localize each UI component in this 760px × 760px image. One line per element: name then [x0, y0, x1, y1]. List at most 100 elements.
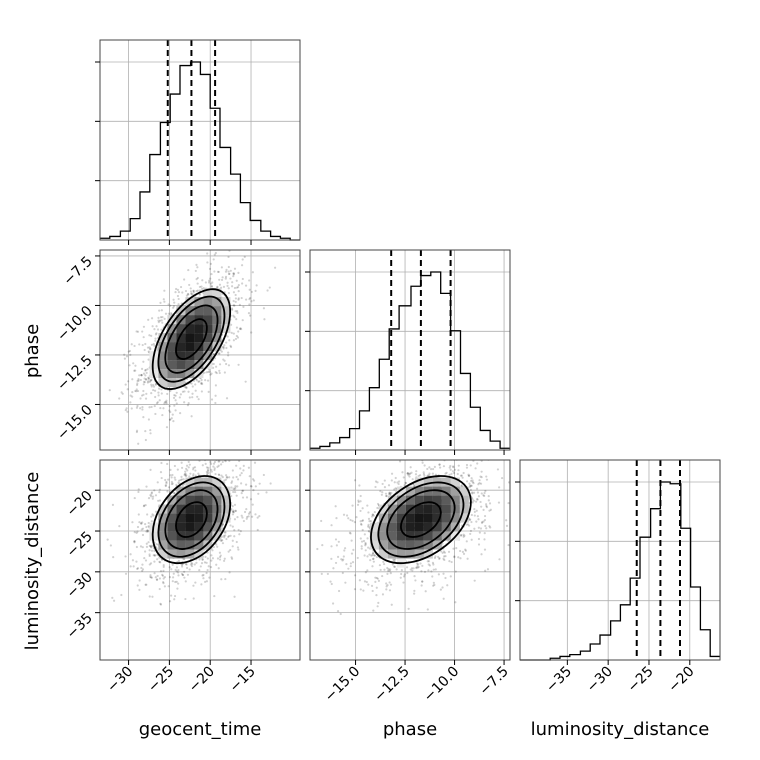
scatter-point — [449, 575, 452, 578]
scatter-point — [145, 530, 148, 533]
scatter-point — [234, 293, 237, 297]
scatter-point — [138, 374, 141, 377]
density-cell — [432, 495, 442, 505]
scatter-point — [219, 245, 221, 247]
scatter-point — [219, 463, 223, 466]
scatter-point — [223, 371, 226, 374]
scatter-point — [174, 568, 177, 571]
scatter-point — [360, 522, 363, 526]
density-cell — [450, 495, 460, 505]
scatter-point — [223, 344, 226, 347]
scatter-point — [366, 555, 369, 558]
scatter-point — [452, 471, 456, 475]
scatter-point — [170, 482, 174, 486]
scatter-point — [215, 563, 218, 566]
scatter-point — [366, 525, 370, 528]
scatter-point — [368, 520, 371, 523]
scatter-point — [205, 371, 208, 374]
scatter-point — [205, 580, 209, 583]
scatter-point — [217, 452, 219, 454]
scatter-point — [163, 317, 166, 321]
scatter-point — [371, 553, 374, 557]
scatter-point — [239, 474, 242, 477]
scatter-point — [188, 568, 191, 571]
density-cell — [167, 315, 177, 325]
density-cell — [203, 315, 213, 325]
scatter-point — [449, 454, 451, 456]
scatter-point — [428, 466, 431, 469]
scatter-point — [413, 589, 416, 592]
scatter-point — [364, 544, 367, 547]
scatter-point — [438, 463, 441, 466]
scatter-point — [376, 481, 379, 484]
scatter-point — [203, 371, 206, 374]
scatter-point — [172, 305, 176, 308]
scatter-point — [194, 269, 197, 273]
scatter-point — [200, 382, 203, 385]
scatter-point — [345, 514, 349, 517]
plot-content — [100, 40, 720, 661]
scatter-point — [441, 586, 444, 589]
scatter-point — [227, 354, 230, 357]
scatter-point — [332, 567, 335, 570]
scatter-point — [479, 475, 482, 478]
scatter-point — [111, 503, 115, 506]
scatter-point — [198, 380, 201, 383]
scatter-point — [364, 543, 367, 546]
scatter-point — [342, 558, 345, 561]
density-cell — [441, 486, 451, 496]
density-cell — [221, 504, 231, 514]
scatter-point — [470, 538, 473, 541]
scatter-point — [205, 561, 208, 564]
scatter-point — [174, 580, 177, 584]
scatter-point — [460, 533, 463, 537]
scatter-point — [465, 463, 469, 467]
scatter-point — [190, 564, 194, 568]
density-cell — [396, 513, 406, 523]
scatter-point — [158, 499, 162, 502]
scatter-point — [349, 562, 353, 565]
scatter-point — [164, 484, 167, 487]
scatter-point — [242, 447, 244, 449]
scatter-point — [484, 524, 487, 528]
density-cell — [203, 531, 213, 541]
scatter-point — [375, 594, 378, 597]
scatter-point — [195, 379, 199, 382]
scatter-point — [223, 531, 226, 534]
scatter-point — [169, 474, 172, 477]
scatter-point — [480, 553, 483, 556]
scatter-point — [140, 394, 144, 397]
scatter-point — [144, 504, 147, 507]
scatter-point — [135, 545, 138, 549]
density-cell — [396, 540, 406, 550]
scatter-point — [404, 481, 407, 485]
scatter-point — [161, 413, 164, 417]
scatter-point — [149, 429, 152, 432]
scatter-point — [236, 311, 239, 314]
scatter-point — [137, 442, 140, 445]
density-cell — [432, 504, 442, 514]
scatter-point — [200, 562, 204, 565]
density-cell — [441, 477, 451, 487]
scatter-point — [172, 572, 175, 575]
scatter-point — [180, 563, 184, 566]
x-axis-label-geocent-time: geocent_time — [139, 719, 262, 740]
density-cell — [194, 540, 204, 550]
scatter-point — [353, 479, 357, 482]
scatter-point — [187, 401, 190, 405]
density-cell — [185, 342, 195, 352]
scatter-point — [175, 402, 178, 405]
scatter-point — [203, 561, 207, 564]
scatter-point — [185, 474, 188, 477]
scatter-point — [173, 464, 177, 468]
scatter-point — [242, 469, 245, 472]
scatter-point — [460, 438, 462, 440]
scatter-point — [235, 334, 238, 338]
scatter-point — [249, 498, 253, 501]
scatter-point — [183, 278, 186, 281]
scatter-point — [460, 484, 463, 487]
density-cell — [176, 333, 186, 343]
scatter-point — [359, 588, 362, 591]
scatter-point — [250, 485, 253, 488]
scatter-point — [380, 493, 383, 496]
